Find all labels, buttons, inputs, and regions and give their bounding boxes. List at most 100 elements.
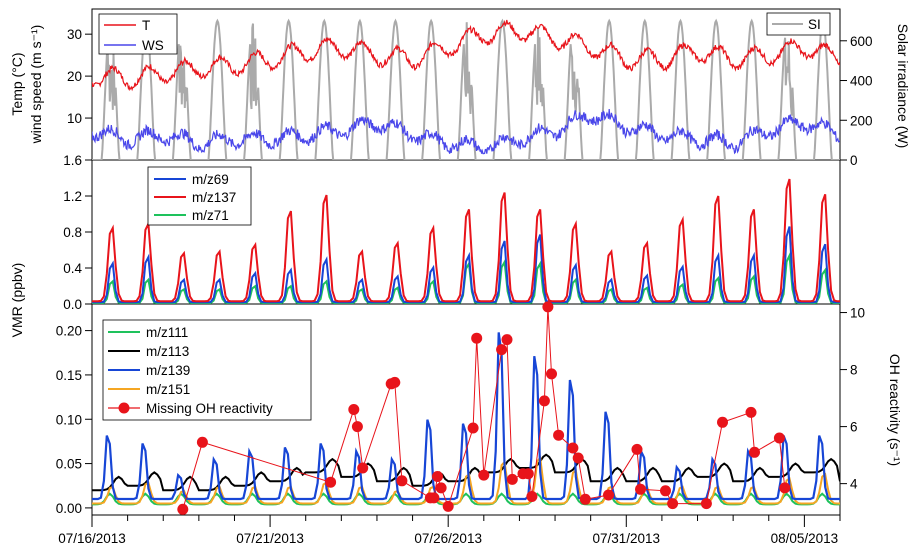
missing-oh-point bbox=[635, 483, 646, 495]
y-tick-label: 0.15 bbox=[56, 368, 82, 383]
missing-oh-point bbox=[579, 493, 591, 505]
legend-item-T: T bbox=[142, 18, 150, 33]
x-tick-label: 07/26/2013 bbox=[414, 531, 482, 546]
y-tick-label: 1.2 bbox=[63, 189, 82, 204]
y-tick-label: 20 bbox=[67, 69, 82, 84]
legend-item-mz137: m/z137 bbox=[192, 190, 236, 205]
y-tick-label: 10 bbox=[850, 306, 865, 321]
t-series-line bbox=[92, 19, 840, 92]
missing-oh-point bbox=[660, 485, 671, 497]
missing-oh-points-layer bbox=[177, 301, 791, 515]
legend-item-WS: WS bbox=[142, 38, 164, 53]
mz113-series-line bbox=[92, 453, 840, 492]
x-tick-label: 07/21/2013 bbox=[236, 531, 304, 546]
missing-oh-point bbox=[177, 503, 189, 515]
mz111-series-line bbox=[92, 492, 840, 506]
missing-oh-point bbox=[631, 443, 643, 455]
missing-oh-point bbox=[435, 482, 447, 494]
y-tick-label: 0.20 bbox=[56, 324, 82, 339]
missing-oh-point bbox=[348, 404, 360, 415]
x-tick-label: 08/05/2013 bbox=[771, 531, 839, 546]
missing-oh-point bbox=[745, 406, 757, 418]
y-tick-label: 0.10 bbox=[56, 412, 82, 427]
y-tick-label: 6 bbox=[850, 420, 858, 435]
y-tick-label: 0.4 bbox=[63, 261, 82, 276]
legend-item-mz139: m/z139 bbox=[146, 363, 190, 378]
legend-item-missing-oh: Missing OH reactivity bbox=[146, 401, 273, 416]
x-tick-label: 07/16/2013 bbox=[58, 531, 126, 546]
legend-item-mz111: m/z111 bbox=[146, 325, 188, 340]
top-ylabel-right: Solar irradiance (W) bbox=[895, 24, 911, 148]
legend-top-right: SI bbox=[766, 12, 831, 36]
missing-oh-point bbox=[501, 334, 513, 346]
missing-oh-point bbox=[749, 446, 760, 458]
ws-series-line bbox=[92, 109, 840, 155]
y-tick-label: 10 bbox=[67, 111, 82, 126]
missing-oh-point bbox=[351, 421, 363, 433]
missing-oh-point bbox=[572, 452, 584, 464]
missing-oh-point bbox=[546, 368, 557, 380]
bottom-ylabel-right: OH reactivity (s⁻¹) bbox=[887, 354, 903, 466]
missing-oh-point bbox=[553, 429, 565, 441]
y-tick-label: 600 bbox=[850, 34, 873, 49]
missing-oh-point bbox=[357, 462, 369, 474]
legend-item-mz69: m/z69 bbox=[192, 172, 229, 187]
legend-item-SI: SI bbox=[808, 17, 821, 32]
missing-oh-point bbox=[467, 422, 479, 434]
missing-oh-point bbox=[442, 500, 454, 512]
missing-oh-point bbox=[396, 475, 408, 487]
y-tick-label: 0.05 bbox=[56, 457, 82, 472]
shared-left-ylabel: VMR (ppbv) bbox=[9, 263, 25, 338]
missing-oh-point bbox=[526, 491, 538, 502]
legend-item-mz151: m/z151 bbox=[146, 382, 190, 397]
missing-oh-point bbox=[432, 471, 443, 482]
y-tick-label: 1.6 bbox=[63, 153, 82, 168]
missing-oh-point bbox=[325, 476, 337, 488]
legend-item-mz113: m/z113 bbox=[146, 344, 189, 359]
missing-oh-point bbox=[496, 344, 508, 356]
y-tick-label: 30 bbox=[67, 27, 82, 42]
missing-oh-point bbox=[506, 473, 518, 485]
legend-middle: m/z69 m/z137 m/z71 bbox=[147, 166, 252, 226]
y-tick-label: 0.0 bbox=[63, 297, 82, 312]
y-tick-label: 400 bbox=[850, 74, 873, 89]
missing-oh-point bbox=[478, 469, 490, 481]
y-tick-label: 0.00 bbox=[56, 501, 82, 516]
mz151-series-line bbox=[92, 455, 840, 505]
tick-layer: 07/16/2013 07/21/2013 07/26/2013 07/31/2013… bbox=[56, 27, 873, 546]
y-tick-label: 200 bbox=[850, 113, 873, 128]
missing-oh-point bbox=[667, 498, 679, 510]
middle-series-layer bbox=[92, 178, 840, 304]
y-tick-label: 4 bbox=[850, 477, 858, 492]
mz69-series-line bbox=[92, 226, 840, 304]
missing-oh-point bbox=[389, 376, 401, 388]
missing-oh-point bbox=[522, 468, 534, 480]
legend-bottom: m/z111 m/z113 m/z139 m/z151 Missing OH r… bbox=[102, 319, 312, 421]
missing-oh-point bbox=[196, 436, 208, 448]
missing-oh-point bbox=[603, 489, 614, 501]
si-series-line bbox=[92, 18, 840, 160]
mz139-series-line bbox=[92, 332, 840, 501]
legend-item-mz71: m/z71 bbox=[192, 208, 229, 223]
panel-bottom-frame bbox=[91, 303, 841, 516]
bottom-series-layer bbox=[92, 332, 840, 506]
missing-oh-point bbox=[471, 332, 483, 344]
missing-oh-point bbox=[567, 442, 579, 454]
missing-oh-point bbox=[428, 492, 440, 504]
x-tick-label: 07/31/2013 bbox=[592, 531, 660, 546]
top-ylabel-line2: wind speed (m s⁻¹) bbox=[28, 25, 44, 145]
missing-oh-point bbox=[717, 416, 728, 428]
legend-top-left: T WS bbox=[98, 13, 178, 55]
missing-oh-point bbox=[538, 395, 550, 407]
y-tick-label: 8 bbox=[850, 363, 858, 378]
y-tick-label: 0.8 bbox=[63, 225, 82, 240]
top-ylabel-line1: Temp (°C) bbox=[9, 52, 25, 115]
y-tick-label: 0 bbox=[850, 153, 858, 168]
missing-oh-point bbox=[779, 482, 791, 494]
missing-oh-point bbox=[542, 301, 554, 313]
mz137-series-line bbox=[92, 178, 840, 303]
missing-oh-point bbox=[773, 432, 785, 444]
top-series-layer bbox=[92, 18, 840, 160]
missing-oh-point bbox=[700, 498, 712, 510]
